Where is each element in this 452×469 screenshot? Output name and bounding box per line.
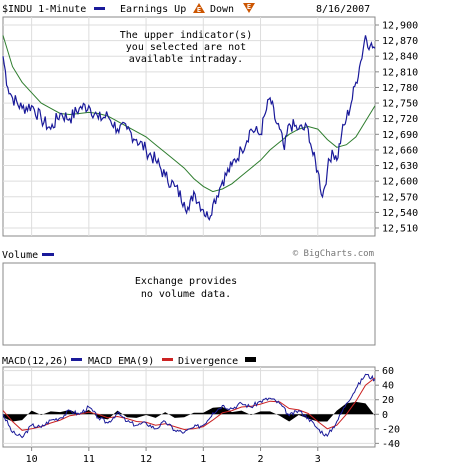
intraday-notice: The upper indicator(s) you selected are …: [120, 30, 252, 65]
volume-panel: Volume Exchange provides no volume data.: [2, 250, 376, 346]
volume-label: Volume: [2, 250, 38, 261]
macd-tick-label: 60: [382, 366, 394, 377]
time-tick-label: 10: [26, 454, 38, 465]
macd-ema-label: MACD EMA(9): [88, 356, 154, 367]
price-panel: 12,900 12,870 12,840 12,810 12,780 12,750 12,7…: [2, 16, 418, 259]
macd-plot-frame: [2, 366, 376, 448]
price-tick-label: 12,630: [382, 161, 418, 172]
macd-tick-label: 40: [382, 381, 394, 392]
price-tick-label: 12,570: [382, 192, 418, 203]
date-label: 8/16/2007: [316, 4, 370, 15]
price-tick-label: 12,540: [382, 208, 418, 219]
price-y-axis: 12,900 12,870 12,840 12,810 12,780 12,750 12,7…: [375, 21, 418, 235]
macd-tick-label: 20: [382, 395, 394, 406]
macd-y-axis: 60 40 20 0 -20 -40: [375, 366, 400, 450]
divergence-histogram: [3, 401, 375, 422]
svg-text:E: E: [197, 6, 201, 14]
volume-plot-frame: [2, 262, 376, 346]
time-x-axis: 10 11 12 1 2 3: [26, 447, 321, 465]
price-tick-label: 12,660: [382, 145, 418, 156]
notice-line-1: The upper indicator(s): [120, 30, 252, 41]
macd-tick-label: -40: [382, 439, 400, 450]
macd-panel: MACD(12,26) MACD EMA(9) Divergence 60 40 2…: [2, 356, 400, 465]
price-tick-label: 12,810: [382, 67, 418, 78]
volume-legend-swatch: [42, 253, 54, 256]
macd-tick-label: 0: [382, 410, 388, 421]
earnings-label: Earnings Up: [120, 4, 186, 15]
price-tick-label: 12,690: [382, 130, 418, 141]
price-tick-label: 12,510: [382, 224, 418, 235]
notice-line-2: you selected are not: [126, 42, 246, 53]
notice-line-3: available intraday.: [129, 54, 243, 65]
price-grid: [3, 17, 375, 236]
earnings-up-icon: E: [193, 3, 205, 14]
price-tick-label: 12,840: [382, 52, 418, 63]
bigcharts-watermark: © BigCharts.com: [293, 249, 374, 259]
divergence-legend-swatch: [245, 357, 256, 362]
earnings-down-icon: E: [243, 3, 255, 13]
svg-text:E: E: [247, 3, 251, 11]
time-tick-label: 11: [83, 454, 95, 465]
price-tick-label: 12,870: [382, 36, 418, 47]
price-tick-label: 12,750: [382, 99, 418, 110]
time-tick-label: 12: [140, 454, 152, 465]
volume-notice-line-2: no volume data.: [141, 289, 231, 300]
price-tick-label: 12,780: [382, 83, 418, 94]
earnings-down-label: Down: [210, 4, 234, 15]
macd-legend-swatch: [71, 358, 82, 361]
divergence-label: Divergence: [178, 356, 238, 367]
symbol-label: $INDU 1-Minute: [2, 4, 86, 15]
price-plot-frame: [2, 16, 376, 237]
time-tick-label: 2: [258, 454, 264, 465]
ema-legend-swatch: [162, 358, 173, 361]
macd-line: [2, 373, 376, 439]
volume-notice-line-1: Exchange provides: [135, 276, 237, 287]
price-tick-label: 12,600: [382, 177, 418, 188]
price-tick-label: 12,900: [382, 21, 418, 32]
time-tick-label: 3: [315, 454, 321, 465]
price-tick-label: 12,720: [382, 114, 418, 125]
price-line: [2, 35, 376, 222]
time-tick-label: 1: [200, 454, 206, 465]
price-legend-swatch: [94, 7, 105, 10]
macd-tick-label: -20: [382, 424, 400, 435]
macd-label: MACD(12,26): [2, 356, 68, 367]
